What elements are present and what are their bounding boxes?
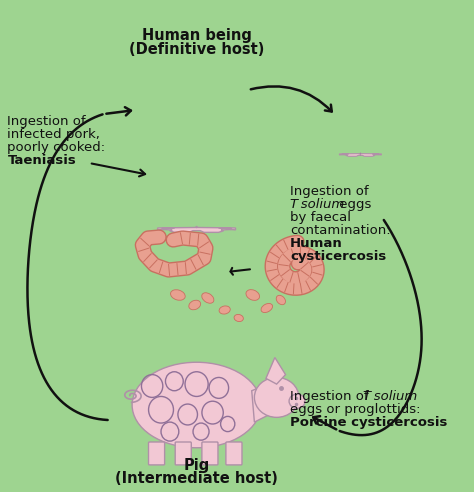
Polygon shape bbox=[219, 228, 236, 230]
Polygon shape bbox=[252, 384, 270, 422]
Text: poorly cooked:: poorly cooked: bbox=[8, 141, 106, 154]
Text: Human being: Human being bbox=[142, 28, 252, 43]
Text: Pig: Pig bbox=[183, 458, 210, 473]
Text: Taeniasis: Taeniasis bbox=[8, 154, 76, 167]
Text: (Definitive host): (Definitive host) bbox=[129, 42, 264, 57]
Ellipse shape bbox=[261, 304, 273, 312]
Ellipse shape bbox=[255, 377, 299, 417]
Text: Porcine cysticercosis: Porcine cysticercosis bbox=[290, 416, 447, 429]
FancyBboxPatch shape bbox=[202, 442, 218, 465]
Text: eggs: eggs bbox=[335, 198, 372, 211]
Ellipse shape bbox=[219, 306, 230, 314]
Text: contamination:: contamination: bbox=[290, 224, 391, 237]
Text: (Intermediate host): (Intermediate host) bbox=[115, 471, 278, 486]
Circle shape bbox=[360, 153, 361, 154]
Polygon shape bbox=[342, 154, 379, 156]
Text: T solium: T solium bbox=[290, 198, 345, 211]
Text: Ingestion of: Ingestion of bbox=[8, 115, 86, 128]
Polygon shape bbox=[339, 154, 348, 155]
Text: cysticercosis: cysticercosis bbox=[290, 250, 386, 263]
Polygon shape bbox=[158, 228, 175, 230]
Text: Ingestion of: Ingestion of bbox=[290, 390, 373, 403]
Ellipse shape bbox=[246, 290, 260, 300]
FancyBboxPatch shape bbox=[226, 442, 242, 465]
Text: by faecal: by faecal bbox=[290, 211, 351, 224]
FancyBboxPatch shape bbox=[175, 442, 191, 465]
FancyBboxPatch shape bbox=[148, 442, 164, 465]
Ellipse shape bbox=[202, 293, 214, 303]
Polygon shape bbox=[163, 227, 231, 232]
Polygon shape bbox=[372, 154, 382, 155]
Circle shape bbox=[196, 226, 197, 227]
Polygon shape bbox=[266, 358, 285, 384]
Ellipse shape bbox=[234, 314, 243, 322]
Text: T solium: T solium bbox=[363, 390, 418, 403]
Ellipse shape bbox=[171, 290, 185, 300]
Text: infected pork,: infected pork, bbox=[8, 128, 100, 141]
Ellipse shape bbox=[189, 300, 201, 310]
Ellipse shape bbox=[276, 295, 285, 305]
Text: Human: Human bbox=[290, 237, 343, 250]
Ellipse shape bbox=[132, 362, 261, 448]
Text: Ingestion of: Ingestion of bbox=[290, 185, 369, 198]
Text: eggs or proglottids:: eggs or proglottids: bbox=[290, 403, 421, 416]
Ellipse shape bbox=[289, 394, 305, 408]
